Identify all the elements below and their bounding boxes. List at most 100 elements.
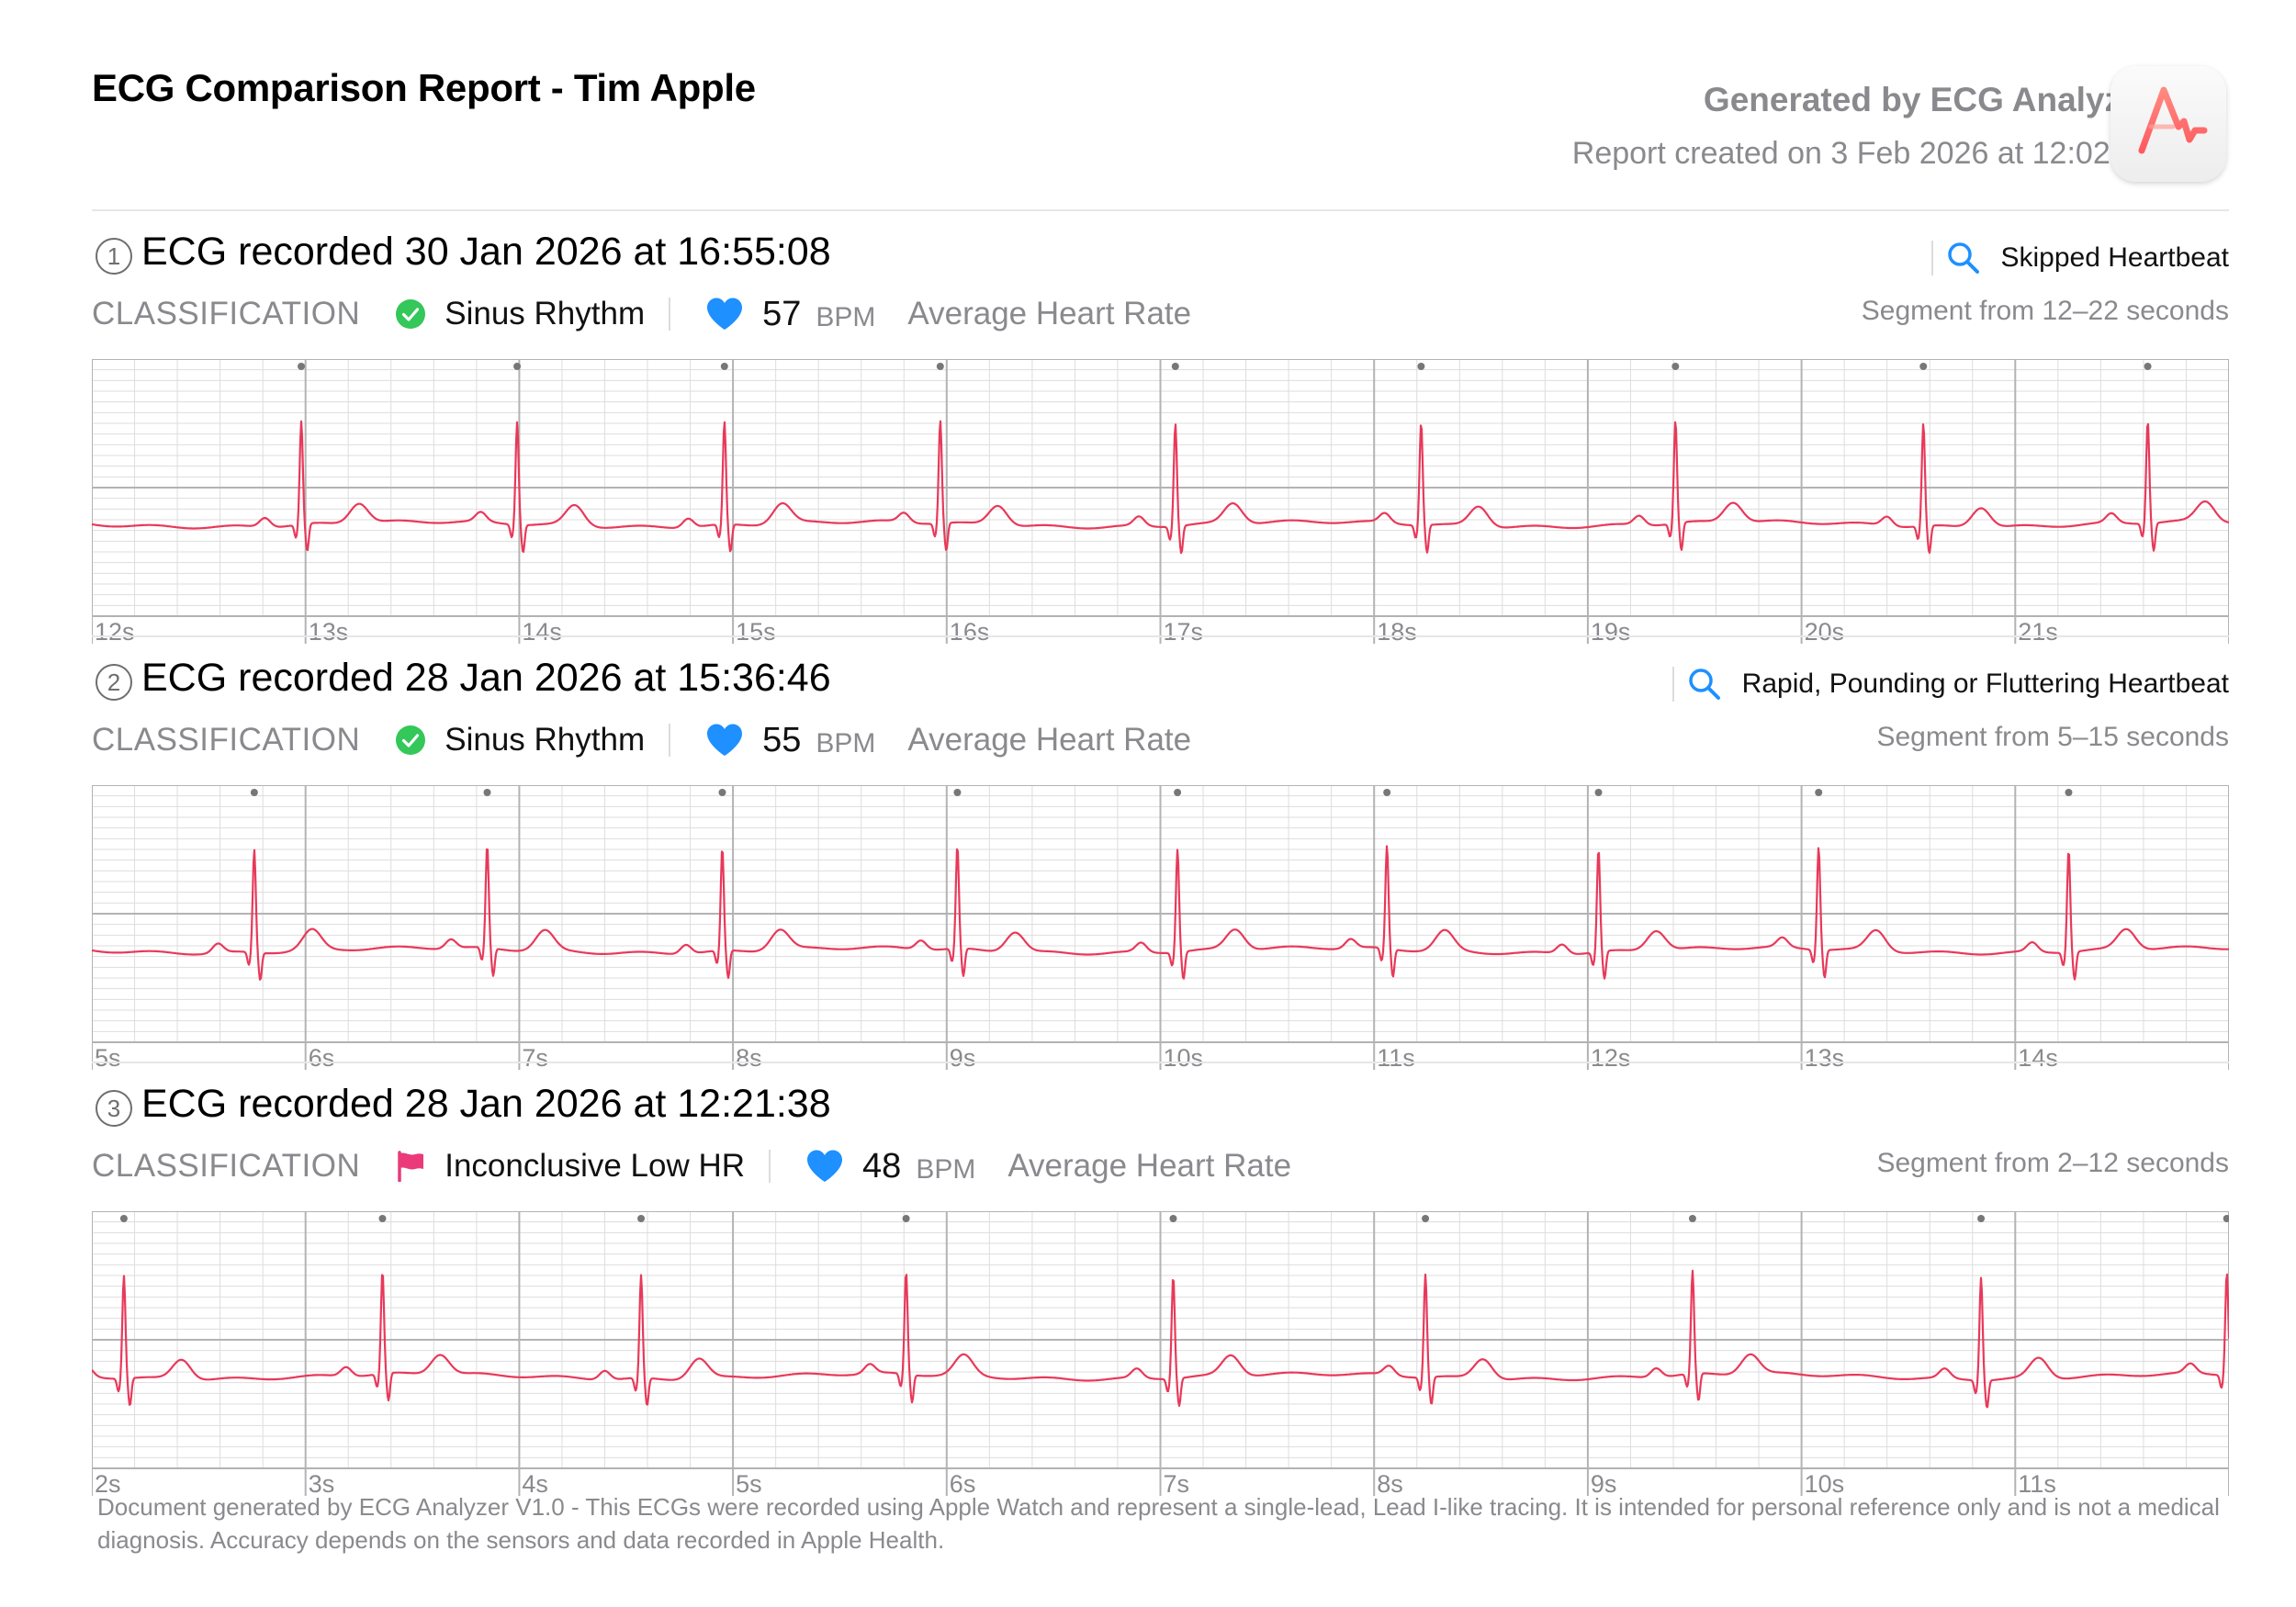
beat-marker-dot [1169,1215,1177,1222]
time-tick-label: 7s [1164,1470,1190,1498]
time-tick-label: 18s [1377,618,1417,646]
beat-marker-dot [637,1215,646,1222]
separator [769,1150,771,1183]
time-tick-label: 20s [1805,618,1845,646]
separator [669,298,671,331]
time-tick-label: 5s [95,1044,121,1072]
time-tick-label: 16s [950,618,990,646]
time-tick-label: 8s [736,1044,762,1072]
beat-marker-dot [953,789,962,796]
classification-label: CLASSIFICATION [92,1148,361,1184]
beat-marker-dot [119,1215,128,1222]
ecg-strip: 5s 6s 7s 8s 9s 10s 11s 12s 13s 14s [92,785,2229,1072]
bpm-value: 48 [862,1146,902,1186]
classification-label: CLASSIFICATION [92,722,361,758]
time-tick-label: 6s [309,1044,335,1072]
beat-marker-dot [1594,789,1603,796]
classification-row: CLASSIFICATION Sinus Rhythm 57 BPM Avera… [92,288,1191,340]
section-number-badge: 3 [96,1090,132,1127]
classification-row: CLASSIFICATION Sinus Rhythm 55 BPM Avera… [92,714,1191,766]
magnifier-icon [1946,241,1981,275]
beat-marker-dot [2223,1215,2229,1222]
segment-range-label: Segment from 12–22 seconds [1861,296,2229,326]
ecg-strip: 12s 13s 14s 15s 16s 17s 18s 19s 20s 21s [92,359,2229,646]
green-checkmark-icon [395,725,426,756]
ecg-trace [92,1269,2229,1409]
generated-by-label: Generated by ECG Analyzer [1703,81,2154,118]
bpm-unit: BPM [816,728,876,759]
bpm-value: 55 [762,720,802,759]
beat-marker-dot [1977,1215,1986,1222]
beat-marker-dot [298,363,306,370]
ecg-grid [92,785,2229,1070]
ecg-recording-title: ECG recorded 30 Jan 2026 at 16:55:08 [141,230,831,274]
ecg-grid [92,359,2229,644]
header-divider [92,209,2229,211]
time-tick-label: 21s [2018,618,2058,646]
section-number-badge: 2 [96,664,132,701]
time-tick-label: 13s [309,618,349,646]
time-tick-label: 3s [309,1470,335,1498]
average-heart-rate-label: Average Heart Rate [1007,1148,1292,1184]
beat-marker-dot [1671,363,1680,370]
beat-marker-dot [2144,363,2152,370]
symptom-label: Rapid, Pounding or Fluttering Heartbeat [1741,669,2229,699]
classification-label: CLASSIFICATION [92,296,361,332]
segment-range-label: Segment from 2–12 seconds [1876,1148,2229,1178]
time-tick-label: 5s [736,1470,762,1498]
section-divider [92,1062,2229,1063]
symptom-label: Skipped Heartbeat [2000,242,2230,273]
segment-range-label: Segment from 5–15 seconds [1876,722,2229,752]
time-tick-label: 4s [522,1470,548,1498]
time-tick-label: 2s [95,1470,121,1498]
beat-marker-dot [1174,789,1182,796]
time-tick-label: 10s [1805,1470,1845,1498]
magnifier-icon [1687,667,1722,702]
beat-marker-dot [250,789,258,796]
ecg-strip: 2s 3s 4s 5s 6s 7s 8s 9s 10s 11s [92,1211,2229,1498]
green-checkmark-icon [395,298,426,330]
beat-marker-dot [513,363,522,370]
ecg-section-3: 3 ECG recorded 28 Jan 2026 at 12:21:38 C… [92,1069,2229,1498]
time-tick-label: 15s [736,618,776,646]
time-tick-label: 12s [1591,1044,1631,1072]
ecg-recording-title: ECG recorded 28 Jan 2026 at 12:21:38 [141,1082,831,1126]
separator [1930,241,1933,275]
time-tick-label: 19s [1591,618,1631,646]
beat-marker-dot [1919,363,1928,370]
section-number-badge: 1 [96,238,132,275]
classification-value: Sinus Rhythm [445,722,646,758]
time-tick-label: 11s [2018,1470,2056,1498]
bpm-unit: BPM [916,1154,976,1185]
average-heart-rate-label: Average Heart Rate [907,722,1192,758]
time-tick-label: 12s [95,618,135,646]
beat-marker-dot [2065,789,2073,796]
time-tick-label: 10s [1164,1044,1204,1072]
beat-marker-dot [1815,789,1823,796]
ecg-trace [92,845,2229,981]
beat-marker-dot [936,363,944,370]
report-title: ECG Comparison Report - Tim Apple [92,66,756,109]
separator [1671,667,1674,702]
time-tick-label: 7s [522,1044,548,1072]
time-tick-label: 14s [522,618,562,646]
beat-marker-dot [718,789,726,796]
beat-marker-dot [1383,789,1391,796]
time-tick-label: 9s [1591,1470,1617,1498]
average-heart-rate-label: Average Heart Rate [907,296,1192,332]
bpm-value: 57 [762,294,802,333]
classification-row: CLASSIFICATION Inconclusive Low HR 48 BP… [92,1141,1291,1192]
bpm-unit: BPM [816,302,876,332]
footer-disclaimer: Document generated by ECG Analyzer V1.0 … [97,1493,2220,1554]
section-divider [92,635,2229,637]
time-tick-label: 14s [2018,1044,2058,1072]
symptom-tag: Rapid, Pounding or Fluttering Heartbeat [1671,661,2229,707]
beat-marker-dot [720,363,728,370]
time-tick-label: 8s [1377,1470,1403,1498]
separator [669,724,671,757]
pink-flag-icon [395,1151,426,1182]
beat-marker-dot [1688,1215,1696,1222]
ecg-recording-title: ECG recorded 28 Jan 2026 at 15:36:46 [141,656,831,700]
classification-value: Sinus Rhythm [445,296,646,332]
time-tick-label: 9s [950,1044,976,1072]
